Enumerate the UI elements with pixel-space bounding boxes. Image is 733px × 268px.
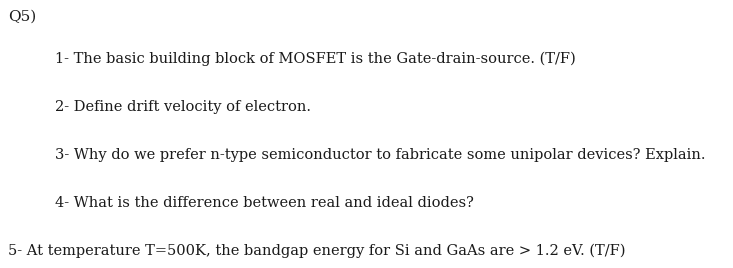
Text: Q5): Q5): [8, 10, 36, 24]
Text: 3- Why do we prefer n-type semiconductor to fabricate some unipolar devices? Exp: 3- Why do we prefer n-type semiconductor…: [55, 148, 705, 162]
Text: 4- What is the difference between real and ideal diodes?: 4- What is the difference between real a…: [55, 196, 474, 210]
Text: 1- The basic building block of MOSFET is the Gate-drain-source. (T/F): 1- The basic building block of MOSFET is…: [55, 52, 575, 66]
Text: 2- Define drift velocity of electron.: 2- Define drift velocity of electron.: [55, 100, 311, 114]
Text: 5- At temperature T=500K, the bandgap energy for Si and GaAs are > 1.2 eV. (T/F): 5- At temperature T=500K, the bandgap en…: [8, 244, 625, 258]
